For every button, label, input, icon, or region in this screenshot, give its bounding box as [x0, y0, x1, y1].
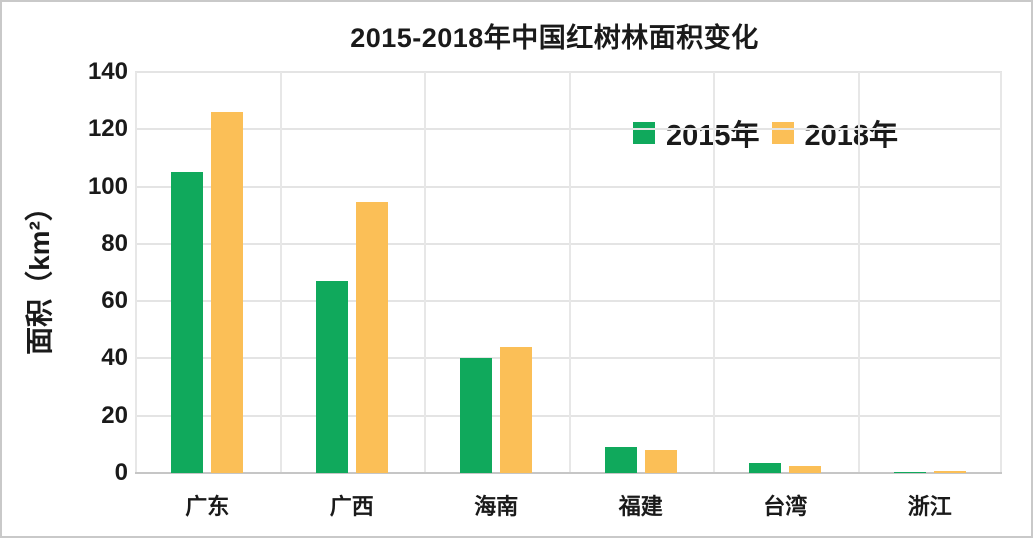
y-tick-label: 40: [101, 344, 128, 372]
y-tick-label: 60: [101, 287, 128, 315]
gridline-vertical: [568, 72, 571, 473]
legend-item-2018: 2018年: [771, 112, 899, 154]
bar-2018年-广东: [211, 112, 244, 473]
gridline-vertical: [424, 72, 426, 473]
x-axis-label-海南: 海南: [474, 494, 519, 519]
gridline-vertical: [1000, 72, 1002, 473]
bar-2018年-台湾: [789, 465, 822, 473]
bar-2015年-福建: [604, 447, 637, 473]
x-axis-labels: 广东 广西 海南 福建 台湾 浙江: [135, 489, 1002, 523]
plot-area: 2015年 2018年: [135, 71, 1002, 474]
bar-2015年-广东: [171, 172, 204, 473]
y-tick-label: 80: [101, 229, 128, 257]
bar-2015年-浙江: [893, 472, 926, 473]
legend-label-2015: 2015年: [666, 112, 760, 154]
legend-label-2018: 2018年: [804, 120, 899, 152]
gridline-vertical: [135, 72, 137, 473]
bar-2018年-海南: [500, 346, 533, 473]
y-tick-label: 120: [87, 115, 128, 143]
x-axis-label-福建: 福建: [618, 494, 663, 519]
chart-title: 2015-2018年中国红树林面积变化: [350, 23, 759, 53]
bar-2015年-海南: [460, 358, 493, 473]
y-tick-label: 0: [114, 459, 128, 486]
y-tick-label: 140: [87, 58, 128, 85]
bar-2018年-浙江: [933, 470, 966, 473]
legend-swatch-2018: [771, 122, 794, 144]
legend: 2015年 2018年: [633, 112, 898, 154]
y-axis-tick-labels: 140 120 100 80 60 40 20 0: [2, 58, 128, 486]
gridline-vertical: [713, 72, 715, 473]
bar-2015年-台湾: [749, 462, 782, 473]
x-axis-line: [135, 472, 1002, 474]
legend-item-2015: 2015年: [633, 112, 760, 154]
bar-2018年-福建: [644, 450, 677, 473]
legend-swatch-2015: [633, 122, 655, 144]
bar-2015年-广西: [315, 281, 348, 473]
gridline-vertical: [279, 72, 282, 473]
gridline-vertical: [857, 72, 860, 473]
x-axis-label-广西: 广西: [329, 494, 374, 519]
x-axis-label-台湾: 台湾: [763, 494, 808, 519]
y-tick-label: 20: [101, 401, 128, 429]
bar-2018年-广西: [355, 202, 388, 473]
x-axis-label-浙江: 浙江: [907, 494, 952, 519]
y-tick-label: 100: [87, 172, 128, 200]
x-axis-label-广东: 广东: [185, 494, 230, 519]
